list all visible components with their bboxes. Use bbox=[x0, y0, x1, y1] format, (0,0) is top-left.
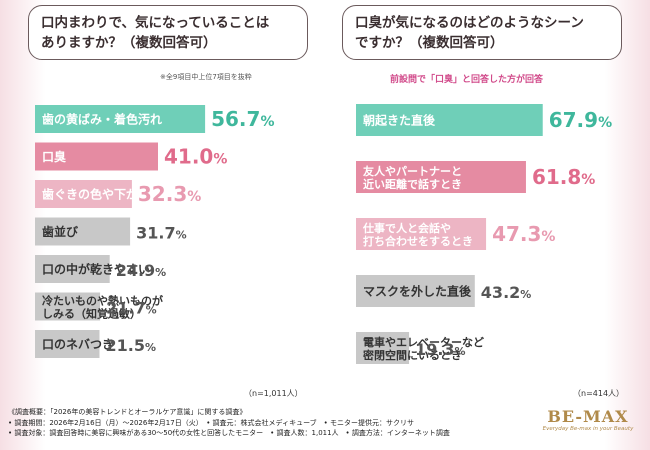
left-bar-7 bbox=[35, 330, 100, 358]
left-category-label-2: 口臭 bbox=[42, 149, 66, 164]
left-category-label-1: 歯の黄ばみ・着色汚れ bbox=[42, 112, 162, 127]
left-value-label-7: 21.5% bbox=[106, 336, 157, 355]
left-question-line-2: ありますか？（複数回答可） bbox=[41, 35, 217, 51]
right-category-label-3-line-1: 仕事で人と会話や bbox=[362, 221, 451, 235]
left-value-label-5: 24.9% bbox=[116, 261, 167, 280]
right-value-label-5: 19.3% bbox=[415, 340, 466, 359]
left-sample-size: （n=1,011人） bbox=[244, 389, 303, 398]
left-bar-6 bbox=[35, 292, 101, 321]
left-value-label-2: 41.0% bbox=[164, 145, 227, 169]
footer-line-1: 《調査概要：「2026年の美容トレンドとオーラルケア意識」に関する調査》 bbox=[8, 408, 247, 416]
right-value-label-4: 43.2% bbox=[481, 283, 532, 302]
left-value-label-6: 21.7% bbox=[106, 299, 157, 318]
right-category-label-1: 朝起きた直後 bbox=[363, 113, 436, 128]
left-category-label-7: 口のネバつき bbox=[42, 338, 114, 352]
footer-line-3: • 調査対象：調査回答時に美容に興味がある30～50代の女性と回答したモニター … bbox=[8, 429, 450, 437]
logo-main-text: BE-MAX bbox=[547, 407, 629, 426]
left-category-label-3: 歯ぐきの色や下がり bbox=[42, 187, 150, 202]
left-question-box: 口内まわりで、気になっていることは ありますか？（複数回答可） bbox=[28, 5, 308, 60]
right-bar-3 bbox=[356, 218, 487, 250]
brand-logo: BE-MAX Everyday Be-max in your Beauty bbox=[534, 407, 642, 432]
left-note: ※全9項目中上位7項目を抜粋 bbox=[160, 73, 252, 81]
left-value-label-1: 56.7% bbox=[211, 107, 274, 131]
right-bar-1 bbox=[356, 104, 543, 136]
right-category-label-2-line-1: 友人やパートナーと bbox=[363, 164, 462, 178]
left-bar-1 bbox=[35, 105, 206, 133]
right-bar-4 bbox=[356, 275, 475, 307]
left-bar-5 bbox=[35, 255, 110, 283]
right-question-line-1: 口臭が気になるのはどのようなシーン bbox=[355, 15, 584, 31]
left-category-label-5: 口の中が乾きやすい bbox=[42, 262, 150, 277]
right-value-label-2: 61.8% bbox=[532, 165, 595, 189]
left-bar-2 bbox=[35, 142, 158, 171]
right-bar-2 bbox=[356, 161, 526, 193]
left-value-label-4: 31.7% bbox=[136, 224, 187, 243]
right-value-label-1: 67.9% bbox=[549, 108, 612, 132]
right-sample-size: （n=414人） bbox=[573, 389, 625, 398]
right-category-label-2-line-2: 近い距離で話すとき bbox=[363, 177, 462, 191]
right-question-line-2: ですか？（複数回答可） bbox=[355, 35, 504, 51]
left-bar-3 bbox=[35, 180, 132, 208]
right-category-label-4: マスクを外した直後 bbox=[363, 284, 472, 299]
left-category-label-6-line-1: 冷たいものや熱いものが bbox=[42, 294, 163, 308]
right-bar-5 bbox=[356, 332, 410, 364]
right-value-label-3: 47.3% bbox=[492, 222, 555, 246]
left-category-label-4: 歯並び bbox=[42, 224, 79, 239]
right-category-label-3-line-2: 打ち合わせをするとき bbox=[363, 234, 473, 248]
left-question-line-1: 口内まわりで、気になっていることは bbox=[41, 15, 270, 31]
right-question-box: 口臭が気になるのはどのようなシーン ですか？（複数回答可） bbox=[342, 5, 622, 60]
footer-line-2: • 調査期間：2026年2月16日（月）～2026年2月17日（火） • 調査元… bbox=[8, 418, 415, 427]
left-category-label-6-line-2: しみる（知覚過敏） bbox=[42, 307, 141, 321]
logo-tagline: Everyday Be-max in your Beauty bbox=[542, 426, 634, 432]
right-note: 前設問で「口臭」と回答した方が回答 bbox=[390, 75, 544, 85]
right-category-label-5-line-1: 電車やエレベーターなど bbox=[363, 335, 484, 349]
left-value-label-3: 32.3% bbox=[138, 182, 201, 206]
left-bar-4 bbox=[35, 217, 131, 246]
survey-footer: 《調査概要：「2026年の美容トレンドとオーラルケア意識」に関する調査》 • 調… bbox=[8, 407, 528, 439]
right-category-label-5-line-2: 密閉空間にいるとき bbox=[363, 348, 462, 362]
